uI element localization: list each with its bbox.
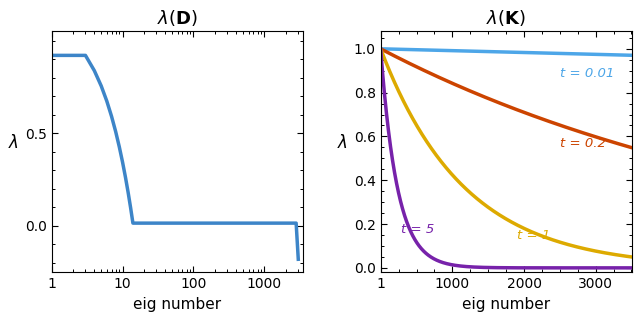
Y-axis label: $\lambda$: $\lambda$ [337,134,348,152]
Title: $\lambda(\mathbf{D})$: $\lambda(\mathbf{D})$ [157,8,198,28]
Text: t = 0.2: t = 0.2 [560,137,606,150]
Text: t = 5: t = 5 [401,223,434,236]
X-axis label: eig number: eig number [133,297,221,312]
Title: $\lambda(\mathbf{K})$: $\lambda(\mathbf{K})$ [486,8,526,28]
Text: t = 1: t = 1 [517,229,550,242]
X-axis label: eig number: eig number [462,297,550,312]
Text: t = 0.01: t = 0.01 [560,67,614,80]
Y-axis label: $\lambda$: $\lambda$ [8,134,19,152]
